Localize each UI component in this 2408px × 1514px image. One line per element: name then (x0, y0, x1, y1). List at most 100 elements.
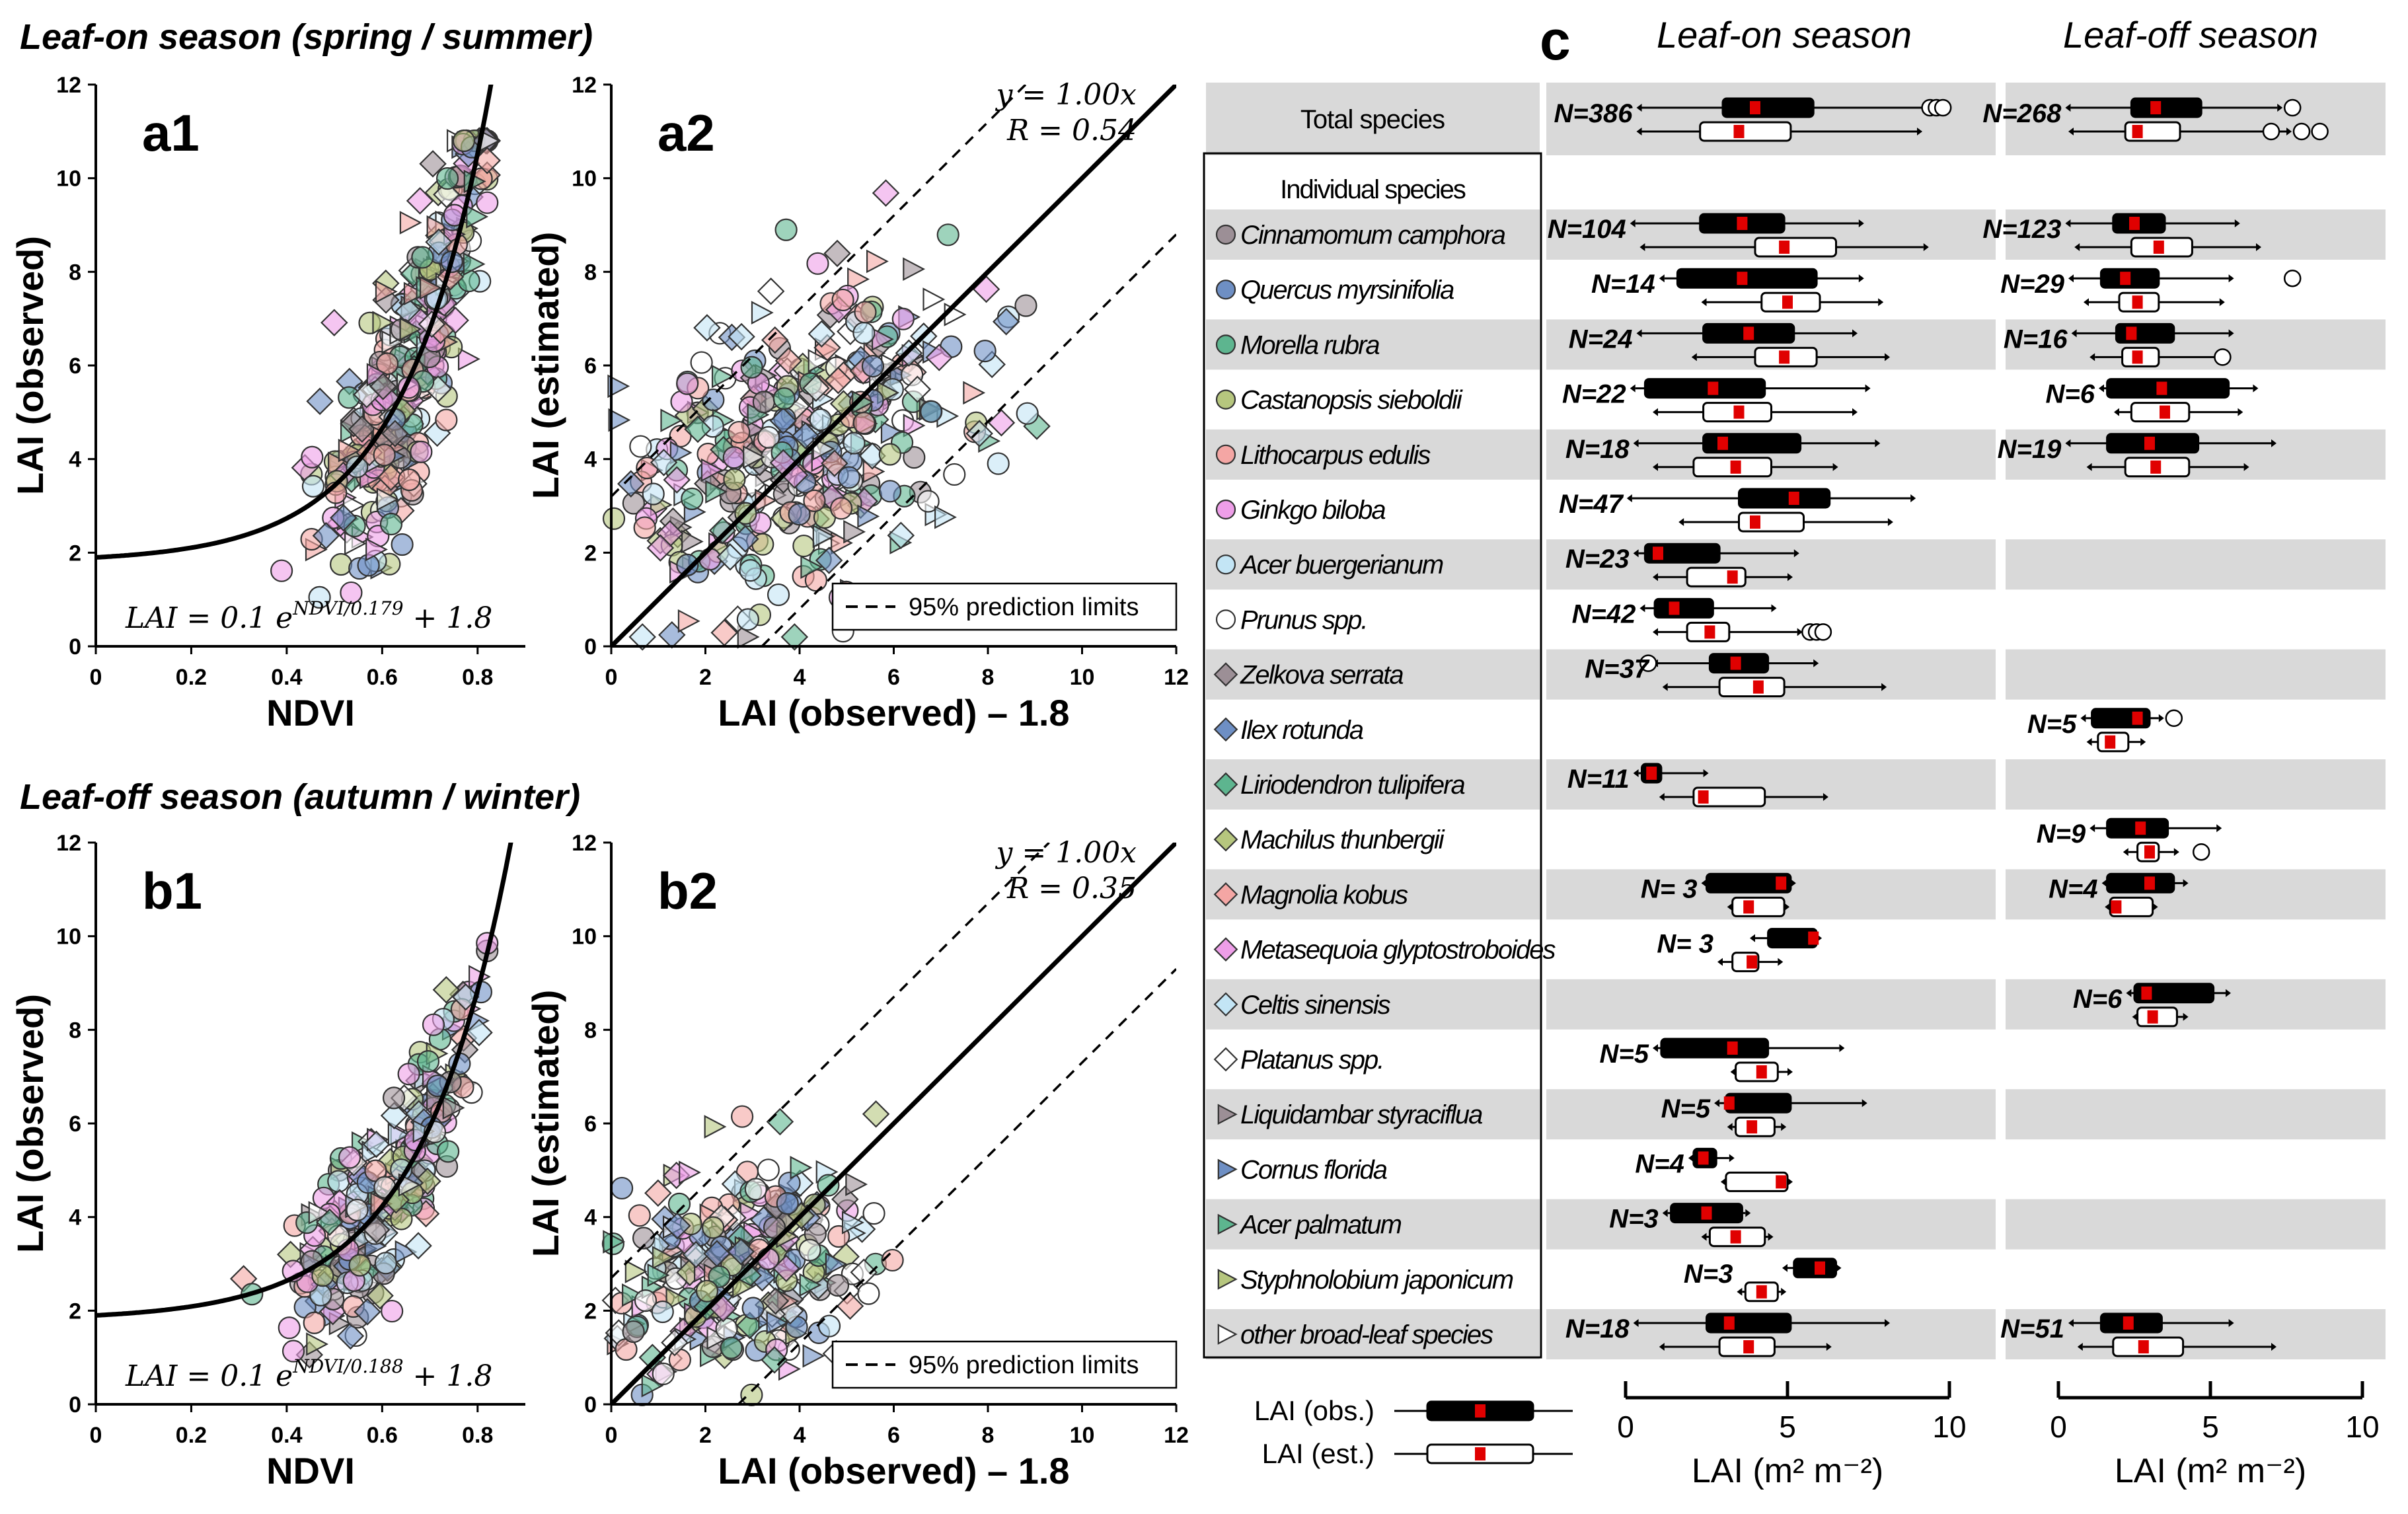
row-band-off (2006, 759, 2386, 810)
row-name: Machilus thunbergii (1240, 825, 1445, 854)
est-whisker-cap (1659, 793, 1665, 801)
data-point (381, 1299, 404, 1323)
data-point (397, 1063, 420, 1086)
sample-size: N=18 (1565, 435, 1630, 464)
obs-whisker-cap (1636, 329, 1642, 338)
obs-whisker-cap (2228, 1319, 2234, 1327)
est-median (1779, 241, 1790, 254)
obs-whisker-cap (1633, 439, 1639, 447)
data-point (710, 435, 737, 464)
row-band-label (1206, 649, 1540, 700)
obs-whisker-cap (1813, 659, 1819, 667)
data-point (881, 1248, 904, 1272)
species-marker (1213, 937, 1238, 962)
boxplot-off: N=4 (2049, 872, 2189, 917)
obs-whisker-cap (2065, 219, 2071, 227)
data-point (721, 1170, 749, 1198)
data-point (925, 344, 954, 371)
data-point (792, 422, 819, 450)
obs-whisker-cap (1701, 879, 1707, 888)
x-tick-label: 0.2 (176, 1423, 207, 1448)
est-whisker-cap (1701, 1232, 1707, 1241)
sample-size: N=104 (1548, 215, 1626, 244)
data-point (602, 507, 626, 530)
y-tick-label: 6 (69, 1112, 81, 1137)
row-band-label (1206, 1309, 1540, 1359)
sample-size: N=19 (1998, 435, 2062, 464)
data-point (330, 552, 353, 576)
x-axis-label: LAI (observed) – 1.8 (718, 1450, 1069, 1492)
obs-median (2120, 272, 2131, 285)
x-tick-label: 0.2 (176, 665, 207, 690)
scatter-points (602, 179, 1051, 651)
data-point (774, 347, 803, 375)
panel-a1: 0 0.2 0.4 0.6 0.8 0 2 4 6 8 10 12 NDVI LAI (observed)… (9, 73, 525, 734)
row-band-label (1206, 209, 1540, 260)
data-point (270, 559, 293, 582)
obs-whisker-cap (1688, 1154, 1694, 1162)
data-point (728, 420, 751, 444)
data-point (767, 583, 790, 607)
data-point (650, 449, 678, 476)
x-tick-label: 5 (2202, 1410, 2219, 1444)
data-point (826, 1273, 850, 1297)
data-point (442, 1096, 465, 1120)
equation-line2: R = 0.54 (1006, 114, 1137, 147)
data-point (861, 354, 885, 378)
obs-box (2106, 872, 2175, 893)
data-point (399, 211, 422, 235)
data-point (399, 317, 422, 341)
est-box (1699, 121, 1792, 142)
y-tick-label: 8 (69, 260, 81, 285)
est-whisker-cap (1787, 573, 1793, 582)
est-median (2132, 350, 2143, 364)
data-point (476, 191, 499, 214)
data-point (690, 351, 713, 374)
obs-outlier (1934, 98, 1952, 117)
sample-size: N=123 (1982, 215, 2061, 244)
obs-whisker-cap (1865, 384, 1871, 393)
est-whisker-cap (1832, 463, 1838, 471)
y-tick-label: 12 (572, 831, 597, 856)
row-band-off (2006, 649, 2386, 700)
sample-size: N=16 (2004, 324, 2068, 354)
obs-box (1643, 543, 1721, 564)
data-point (632, 1227, 656, 1250)
est-whisker-cap (1826, 1343, 1832, 1351)
data-point (761, 326, 789, 354)
data-point (682, 1240, 710, 1269)
sample-size: N=18 (1565, 1314, 1630, 1344)
data-point (346, 455, 369, 478)
data-point (278, 1316, 301, 1340)
data-point (700, 458, 724, 482)
x-tick-label: 6 (887, 665, 900, 690)
est-whisker-cap (2086, 738, 2092, 746)
scatter-points (601, 1100, 904, 1406)
row-name: Cornus florida (1240, 1155, 1387, 1184)
est-whisker-cap (2086, 463, 2092, 471)
x-tick-label: 0.8 (462, 665, 493, 690)
est-whisker-cap (2132, 1012, 2138, 1021)
boxplot-on: N=386 (1554, 97, 1952, 142)
obs-whisker-cap (2226, 989, 2231, 997)
data-point (825, 1252, 848, 1276)
est-median (2111, 900, 2122, 914)
boxplot-on: N=3 (1609, 1203, 1774, 1248)
data-point (377, 463, 405, 491)
data-point (973, 339, 997, 363)
legend-est-median (1475, 1447, 1486, 1460)
data-point (436, 167, 459, 190)
x-tick-label: 12 (1164, 1423, 1189, 1448)
species-marker (1215, 554, 1236, 575)
data-point (821, 449, 848, 477)
data-point (802, 1344, 825, 1368)
y-tick-label: 0 (584, 1392, 597, 1418)
season-label-on: Leaf-on season (1657, 14, 1912, 56)
boxplot-off: N=29 (2000, 268, 2302, 313)
obs-median (1737, 217, 1748, 230)
species-marker (1213, 662, 1238, 687)
est-whisker-cap (1720, 1178, 1726, 1186)
obs-box (1706, 1312, 1792, 1334)
legend-label: 95% prediction limits (909, 1351, 1139, 1379)
x-tick-label: 10 (1932, 1410, 1966, 1444)
